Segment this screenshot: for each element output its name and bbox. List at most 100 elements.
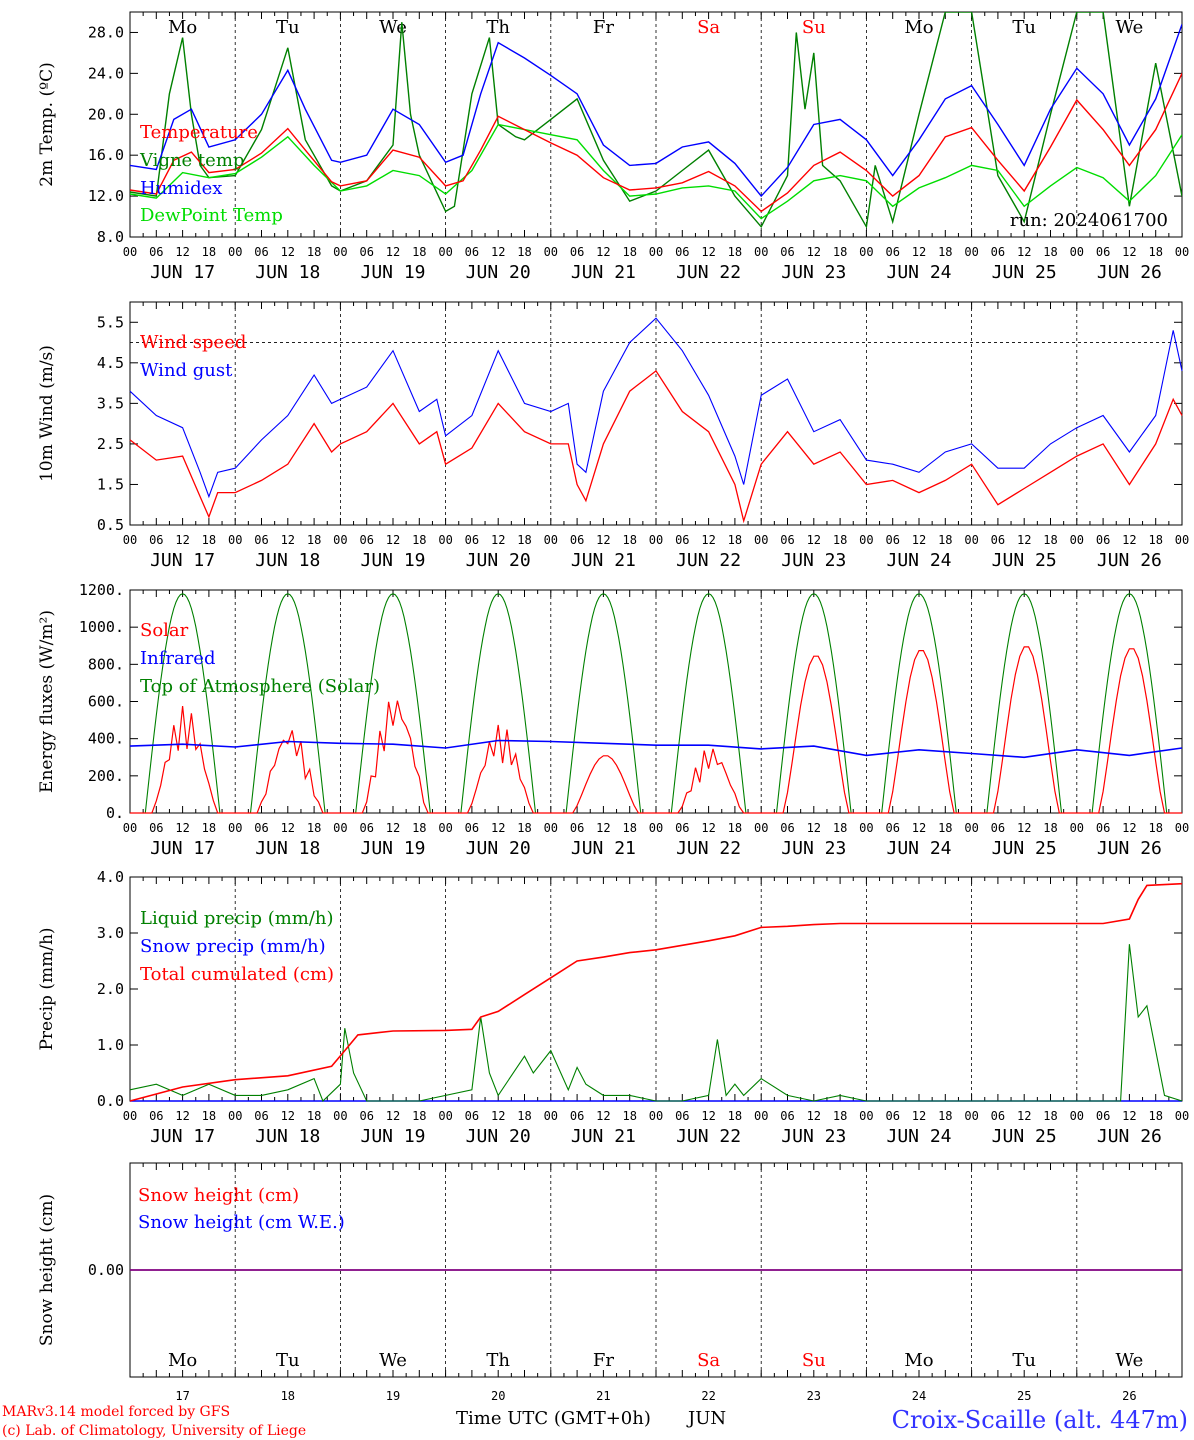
hour-label: 18	[202, 245, 216, 259]
hour-label: 06	[570, 245, 584, 259]
hour-label: 18	[728, 821, 742, 835]
hour-label: 18	[1148, 245, 1162, 259]
date-label: JUN 23	[781, 550, 846, 571]
legend-entry: Total cumulated (cm)	[140, 964, 334, 985]
hour-label: 18	[307, 533, 321, 547]
hour-label: 18	[938, 821, 952, 835]
weekday-label: Sa	[697, 17, 720, 38]
y-tick-label: 200.	[88, 767, 124, 785]
y-tick-label: 1000.	[79, 618, 124, 636]
hour-label: 18	[1043, 821, 1057, 835]
weekday-label: We	[379, 17, 407, 38]
hour-label: 00	[1175, 1109, 1189, 1123]
legend-entry: Liquid precip (mm/h)	[140, 908, 334, 929]
hour-label: 00	[123, 245, 137, 259]
hour-label: 18	[833, 533, 847, 547]
hour-label: 06	[254, 821, 268, 835]
hour-label: 12	[1017, 821, 1031, 835]
hour-label: 18	[1043, 533, 1057, 547]
hour-label: 00	[438, 821, 452, 835]
y-tick-label: 16.0	[88, 146, 124, 164]
day-number: 17	[175, 1389, 189, 1403]
y-tick-label: 1.0	[97, 1036, 124, 1054]
hour-label: 00	[333, 821, 347, 835]
hour-label: 06	[991, 533, 1005, 547]
y-tick-label: 4.5	[97, 354, 124, 372]
y-tick-label: 0.00	[88, 1261, 124, 1279]
date-label: JUN 23	[781, 838, 846, 859]
legend-entry: Solar	[140, 620, 189, 641]
hour-label: 06	[780, 821, 794, 835]
hour-label: 18	[728, 245, 742, 259]
hour-label: 00	[1070, 533, 1084, 547]
weekday-label: Sa	[697, 1350, 720, 1371]
hour-label: 12	[912, 245, 926, 259]
hour-label: 06	[149, 821, 163, 835]
hour-label: 18	[307, 245, 321, 259]
hour-label: 00	[649, 821, 663, 835]
hour-label: 00	[544, 821, 558, 835]
hour-label: 12	[1122, 821, 1136, 835]
legend-entry: DewPoint Temp	[140, 205, 283, 226]
y-tick-label: 3.5	[97, 394, 124, 412]
hour-label: 18	[412, 245, 426, 259]
temperature-line	[130, 73, 1182, 213]
hour-label: 18	[1043, 245, 1057, 259]
hour-label: 12	[386, 245, 400, 259]
dewpoint-line	[130, 123, 1182, 220]
hour-label: 00	[859, 821, 873, 835]
hour-label: 06	[254, 1109, 268, 1123]
y-axis-title: Snow height (cm)	[37, 1194, 57, 1346]
panel-3: 00 06 12 18 JUN 17 00 06 12 18 JUN 18 00 06 12 18 JUN …	[123, 589, 1189, 859]
hour-label: 06	[465, 821, 479, 835]
hour-label: 06	[465, 1109, 479, 1123]
date-label: JUN 22	[676, 262, 741, 283]
hour-label: 06	[885, 821, 899, 835]
hour-label: 00	[649, 245, 663, 259]
hour-label: 00	[1175, 245, 1189, 259]
hour-label: 00	[1070, 245, 1084, 259]
date-label: JUN 20	[466, 838, 531, 859]
hour-label: 18	[622, 533, 636, 547]
hour-label: 12	[1017, 533, 1031, 547]
hour-label: 18	[1043, 1109, 1057, 1123]
hour-label: 06	[1096, 533, 1110, 547]
hour-label: 12	[386, 1109, 400, 1123]
hour-label: 12	[596, 1109, 610, 1123]
hour-label: 18	[622, 821, 636, 835]
date-label: JUN 19	[360, 550, 425, 571]
hour-label: 06	[570, 533, 584, 547]
date-label: JUN 22	[676, 550, 741, 571]
hour-label: 00	[964, 1109, 978, 1123]
hour-label: 06	[570, 1109, 584, 1123]
hour-label: 00	[544, 533, 558, 547]
y-tick-label: 0.5	[97, 516, 124, 534]
hour-label: 12	[281, 821, 295, 835]
hour-label: 00	[649, 1109, 663, 1123]
hour-label: 00	[438, 245, 452, 259]
y-tick-label: 1.5	[97, 475, 124, 493]
y-tick-label: 5.5	[97, 313, 124, 331]
hour-label: 06	[359, 1109, 373, 1123]
hour-label: 12	[701, 1109, 715, 1123]
month-label: JUN	[686, 1408, 726, 1429]
day-number: 26	[1122, 1389, 1136, 1403]
panel-frame	[129, 301, 1183, 526]
hour-label: 18	[728, 1109, 742, 1123]
panel-frame	[129, 589, 1183, 814]
date-label: JUN 24	[886, 838, 951, 859]
hour-label: 06	[675, 245, 689, 259]
date-label: JUN 19	[360, 262, 425, 283]
hour-label: 06	[149, 1109, 163, 1123]
hour-label: 12	[175, 821, 189, 835]
hour-label: 18	[1148, 821, 1162, 835]
weekday-label: Fr	[593, 1350, 614, 1371]
hour-label: 00	[123, 821, 137, 835]
weekday-label: Su	[802, 17, 826, 38]
hour-label: 00	[649, 533, 663, 547]
hour-label: 06	[991, 1109, 1005, 1123]
hour-label: 12	[1017, 1109, 1031, 1123]
y-tick-label: 1200.	[79, 581, 124, 599]
hour-label: 00	[544, 1109, 558, 1123]
day-number: 22	[701, 1389, 715, 1403]
